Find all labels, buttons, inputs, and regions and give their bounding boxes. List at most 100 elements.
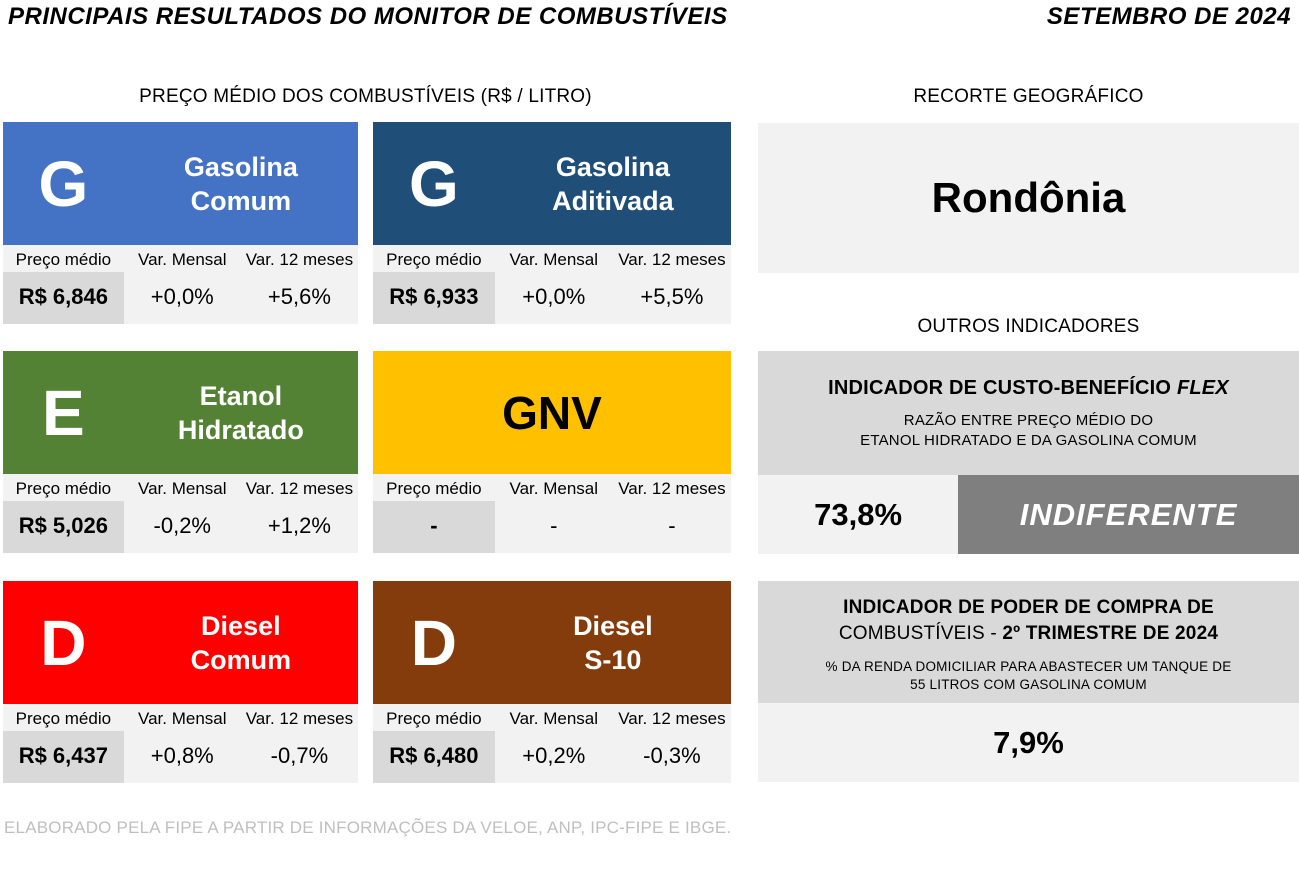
flex-indicator-header: INDICADOR DE CUSTO-BENEFÍCIO FLEX RAZÃO … xyxy=(758,351,1299,475)
stat-monthly: Var. Mensal +0,0% xyxy=(124,245,241,324)
fuel-letter-icon: G xyxy=(408,147,459,220)
stat-12m-label: Var. 12 meses xyxy=(245,250,354,269)
stat-12m-value: +1,2% xyxy=(267,513,331,538)
purchase-indicator-subtitle: % DA RENDA DOMICILIAR PARA ABASTECER UM … xyxy=(758,658,1299,694)
fuel-card-diesel-comum: D Diesel Comum Preço médio R$ 6,437 Var.… xyxy=(3,581,358,783)
flex-indicator-subtitle-line2: ETANOL HIDRATADO E DA GASOLINA COMUM xyxy=(860,432,1197,449)
stat-12m: Var. 12 meses - xyxy=(613,474,731,553)
stat-12m-label: Var. 12 meses xyxy=(618,250,726,269)
fuel-card-gasolina-aditivada: G Gasolina Aditivada Preço médio R$ 6,93… xyxy=(373,122,731,324)
stat-12m-label: Var. 12 meses xyxy=(618,709,726,728)
stat-monthly-label: Var. Mensal xyxy=(509,709,599,728)
fuel-card-gnv: GNV Preço médio - Var. Mensal - Var. 12 … xyxy=(373,351,731,553)
stat-12m: Var. 12 meses -0,3% xyxy=(613,704,731,783)
fuel-card-header: G Gasolina Aditivada xyxy=(373,122,731,245)
stat-12m-value: +5,6% xyxy=(267,284,331,309)
fuel-name-line1: Gasolina xyxy=(555,151,670,182)
stat-price: Preço médio R$ 6,437 xyxy=(3,704,124,783)
purchase-indicator-subtitle-line1: % DA RENDA DOMICILIAR PARA ABASTECER UM … xyxy=(825,659,1232,674)
stat-price-value: R$ 6,437 xyxy=(3,731,124,783)
stat-price: Preço médio - xyxy=(373,474,495,553)
fuel-card-stats: Preço médio R$ 6,846 Var. Mensal +0,0% V… xyxy=(3,245,358,324)
stat-monthly: Var. Mensal +0,2% xyxy=(495,704,613,783)
flex-indicator-verdict-badge: INDIFERENTE xyxy=(958,475,1299,554)
fuel-name: GNV xyxy=(373,390,731,436)
stat-12m: Var. 12 meses +5,6% xyxy=(241,245,358,324)
stat-monthly-value: +0,0% xyxy=(522,284,586,309)
stat-monthly-label: Var. Mensal xyxy=(138,250,227,269)
stat-12m-value: +5,5% xyxy=(640,284,704,309)
fuel-card-header: D Diesel Comum xyxy=(3,581,358,704)
stat-monthly-value: +0,2% xyxy=(522,743,586,768)
stat-price-value: R$ 6,846 xyxy=(3,272,124,324)
stat-monthly-value: +0,8% xyxy=(150,743,214,768)
stat-12m-label: Var. 12 meses xyxy=(245,709,354,728)
flex-indicator-title-emphasis: FLEX xyxy=(1176,377,1229,399)
flex-indicator-title-text: INDICADOR DE CUSTO-BENEFÍCIO xyxy=(828,377,1172,399)
stat-price-value: - xyxy=(373,501,495,553)
stat-price-label: Preço médio xyxy=(15,250,112,269)
section-title-fuel-prices: PREÇO MÉDIO DOS COMBUSTÍVEIS (R$ / LITRO… xyxy=(139,86,592,107)
stat-price: Preço médio R$ 5,026 xyxy=(3,474,124,553)
fuel-card-stats: Preço médio R$ 5,026 Var. Mensal -0,2% V… xyxy=(3,474,358,553)
fuel-name: Gasolina Aditivada xyxy=(495,150,731,218)
stat-12m: Var. 12 meses +1,2% xyxy=(241,474,358,553)
fuel-card-header: D Diesel S-10 xyxy=(373,581,731,704)
stat-price-label: Preço médio xyxy=(386,709,482,728)
source-credit: ELABORADO PELA FIPE A PARTIR DE INFORMAÇ… xyxy=(4,818,732,837)
flex-indicator-value: 73,8% xyxy=(758,475,959,554)
geography-region-box: Rondônia xyxy=(758,123,1299,273)
flex-cost-benefit-indicator: INDICADOR DE CUSTO-BENEFÍCIO FLEX RAZÃO … xyxy=(758,351,1299,554)
flex-indicator-subtitle-line1: RAZÃO ENTRE PREÇO MÉDIO DO xyxy=(903,412,1154,429)
fuel-card-stats: Preço médio R$ 6,480 Var. Mensal +0,2% V… xyxy=(373,704,731,783)
fuel-name-line1: GNV xyxy=(502,386,602,439)
stat-price-value: R$ 5,026 xyxy=(3,501,124,553)
fuel-letter-icon: E xyxy=(42,376,85,449)
region-name: Rondônia xyxy=(931,174,1126,221)
fuel-name-line2: S-10 xyxy=(584,644,642,675)
stat-price-value: R$ 6,933 xyxy=(373,272,495,324)
flex-indicator-result-row: 73,8% INDIFERENTE xyxy=(758,475,1299,554)
stat-price-label: Preço médio xyxy=(15,709,112,728)
stat-12m-value: -0,7% xyxy=(270,743,329,768)
fuel-card-diesel-s10: D Diesel S-10 Preço médio R$ 6,480 Var. … xyxy=(373,581,731,783)
fuel-name: Gasolina Comum xyxy=(124,150,358,218)
fuel-card-header: G Gasolina Comum xyxy=(3,122,358,245)
stat-monthly: Var. Mensal +0,8% xyxy=(124,704,241,783)
stat-12m: Var. 12 meses +5,5% xyxy=(613,245,731,324)
fuel-card-etanol-hidratado: E Etanol Hidratado Preço médio R$ 5,026 … xyxy=(3,351,358,553)
fuel-name-line2: Aditivada xyxy=(552,185,674,216)
purchase-indicator-header: INDICADOR DE PODER DE COMPRA DE COMBUSTÍ… xyxy=(758,581,1299,703)
stat-monthly: Var. Mensal -0,2% xyxy=(124,474,241,553)
stat-monthly: Var. Mensal - xyxy=(495,474,613,553)
fuel-name-line1: Diesel xyxy=(201,610,281,641)
fuel-name-line1: Etanol xyxy=(199,380,283,411)
purchase-indicator-title: INDICADOR DE PODER DE COMPRA DE COMBUSTÍ… xyxy=(758,595,1299,647)
stat-monthly-label: Var. Mensal xyxy=(509,479,599,498)
section-title-geography: RECORTE GEOGRÁFICO xyxy=(913,86,1144,107)
page-title: PRINCIPAIS RESULTADOS DO MONITOR DE COMB… xyxy=(8,3,728,30)
purchase-indicator-title-line1: INDICADOR DE PODER DE COMPRA DE xyxy=(843,597,1214,618)
fuel-letter-icon: G xyxy=(38,147,89,220)
purchase-indicator-title-line2-bold: 2º TRIMESTRE DE 2024 xyxy=(1002,623,1219,644)
fuel-card-stats: Preço médio R$ 6,437 Var. Mensal +0,8% V… xyxy=(3,704,358,783)
fuel-name-line2: Hidratado xyxy=(177,414,304,445)
fuel-card-gasolina-comum: G Gasolina Comum Preço médio R$ 6,846 Va… xyxy=(3,122,358,324)
fuel-name: Etanol Hidratado xyxy=(124,379,358,447)
stat-monthly-label: Var. Mensal xyxy=(509,250,599,269)
stat-monthly-value: -0,2% xyxy=(153,513,211,538)
stat-price: Preço médio R$ 6,933 xyxy=(373,245,495,324)
purchase-indicator-subtitle-line2: 55 LITROS COM GASOLINA COMUM xyxy=(910,677,1147,692)
fuel-letter-icon: D xyxy=(410,606,457,679)
stat-12m: Var. 12 meses -0,7% xyxy=(241,704,358,783)
purchase-indicator-title-line2: COMBUSTÍVEIS - 2º TRIMESTRE DE 2024 xyxy=(758,621,1299,647)
stat-12m-value: - xyxy=(668,513,676,538)
fuel-card-header: E Etanol Hidratado xyxy=(3,351,358,474)
fuel-card-header: GNV xyxy=(373,351,731,474)
stat-price-label: Preço médio xyxy=(386,250,482,269)
stat-monthly-label: Var. Mensal xyxy=(138,709,227,728)
stat-price-label: Preço médio xyxy=(15,479,112,498)
section-title-other-indicators: OUTROS INDICADORES xyxy=(917,316,1140,337)
stat-price: Preço médio R$ 6,480 xyxy=(373,704,495,783)
